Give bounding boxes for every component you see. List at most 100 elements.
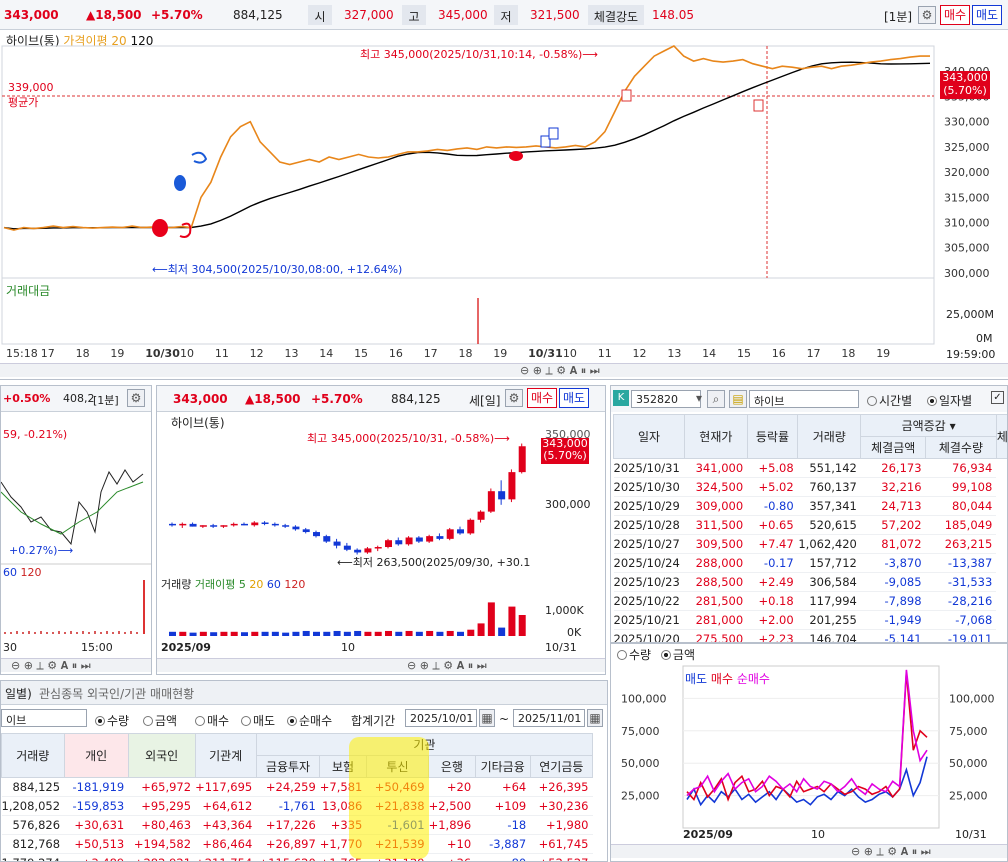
code-dropdown-icon[interactable]: ▾ bbox=[695, 391, 703, 405]
left-chart-note: 59, -0.21%) bbox=[3, 428, 68, 441]
current-price: 343,000 bbox=[4, 8, 59, 22]
radio-sell[interactable]: 매도 bbox=[241, 712, 275, 729]
calendar-icon-to[interactable]: ▦ bbox=[587, 709, 603, 727]
table-row[interactable]: 2025/10/31 341,000 +5.08 551,142 26,173 76,93… bbox=[613, 458, 1008, 478]
main-chart-scrollbar[interactable]: ⊖ ⊕ ⟂ ⚙ 𝐀 ⏸ ⏭ bbox=[0, 363, 1008, 377]
radio-flow-qty[interactable]: 수량 bbox=[617, 648, 651, 662]
table-row[interactable]: 1,779,274+3,489+282,921+211,754+115,620+… bbox=[1, 853, 593, 861]
daily-legend: 하이브(통) bbox=[171, 416, 225, 430]
table-row[interactable]: 812,768 +50,513 +194,582 +86,464 +26,897 +1,7… bbox=[1, 834, 593, 854]
table-cell: 551,142 bbox=[797, 458, 861, 478]
table-row[interactable]: 2025/10/20 275,500 +2.23 146,704 -5,141 -19,0… bbox=[613, 629, 1008, 642]
candle-body bbox=[426, 536, 434, 542]
table-row[interactable]: 2025/10/24 288,000 -0.17 157,712 -3,870 -13,3… bbox=[613, 553, 1008, 573]
table-row[interactable]: 2025/10/27 309,500 +7.47 1,062,420 81,072 263… bbox=[613, 534, 1008, 554]
table-row[interactable]: 2025/10/23 288,500 +2.49 306,584 -9,085 -31,5… bbox=[613, 572, 1008, 592]
col-rate[interactable]: 등락률 bbox=[746, 414, 799, 459]
table-cell: +61,745 bbox=[530, 834, 593, 854]
checkbox[interactable]: ✓ bbox=[991, 391, 1004, 404]
radio-buy[interactable]: 매수 bbox=[195, 712, 229, 729]
price-chart-svg[interactable]: 340,000335,000330,000325,000320,000315,0… bbox=[0, 30, 1008, 380]
table-cell: 2025/10/27 bbox=[613, 534, 685, 554]
col-dropdown[interactable]: 금액증감 ▾ bbox=[860, 414, 997, 437]
daily-interval[interactable]: 세[일] bbox=[469, 394, 501, 408]
table-cell: 201,255 bbox=[797, 610, 861, 630]
flow-toolbar-icons[interactable]: ⊖ ⊕ ⟂ ⚙ 𝐀 ⏸ ⏭ bbox=[851, 845, 931, 858]
left-chart-gear-icon[interactable]: ⚙ bbox=[127, 389, 145, 407]
table-row[interactable]: 2025/10/30 324,500 +5.02 760,137 32,216 99,10… bbox=[613, 477, 1008, 497]
left-chart-interval[interactable]: [1분] bbox=[93, 394, 119, 407]
daily-gear-icon[interactable]: ⚙ bbox=[505, 389, 523, 407]
calendar-icon-from[interactable]: ▦ bbox=[479, 709, 495, 727]
daily-scrollbar[interactable]: ⊖ ⊕ ⟂ ⚙ 𝐀 ⏸ ⏭ bbox=[157, 658, 605, 672]
table-cell: 760,137 bbox=[797, 477, 861, 497]
col-foreign[interactable]: 외국인 bbox=[127, 733, 196, 778]
volume-bar bbox=[477, 623, 485, 636]
date-to-input[interactable]: 2025/11/01 bbox=[513, 709, 585, 727]
daily-buy-button[interactable]: 매수 bbox=[527, 388, 557, 408]
buy-button[interactable]: 매수 bbox=[940, 5, 970, 25]
daily-candle-svg[interactable] bbox=[159, 426, 539, 566]
volume-bar bbox=[467, 629, 475, 636]
radio-flow-amt[interactable]: 금액 bbox=[660, 648, 695, 662]
daily-sell-button[interactable]: 매도 bbox=[559, 388, 589, 408]
table-cell: -7,898 bbox=[860, 591, 926, 611]
y-tick-label-right: 50,000 bbox=[949, 757, 988, 770]
daily-volume-svg[interactable] bbox=[159, 590, 539, 640]
y-tick-label-left: 50,000 bbox=[621, 757, 660, 770]
radio-net[interactable]: 순매수 bbox=[287, 712, 332, 729]
stock-code-field[interactable]: 이브 bbox=[1, 709, 87, 727]
radio-day[interactable]: 일자별 bbox=[927, 392, 972, 409]
col-fin-invest[interactable]: 금융투자 bbox=[255, 755, 321, 778]
col-inst-total[interactable]: 기관계 bbox=[194, 733, 257, 778]
daily-toolbar-icons[interactable]: ⊖ ⊕ ⟂ ⚙ 𝐀 ⏸ ⏭ bbox=[407, 659, 487, 672]
stock-code-input[interactable]: 352820 bbox=[631, 390, 701, 408]
table-row[interactable]: 884,125 -181,919 +65,972 +117,695 +24,259 +7,… bbox=[1, 777, 593, 797]
col-date[interactable]: 일자 bbox=[612, 414, 686, 459]
col-bank[interactable]: 은행 bbox=[428, 755, 476, 778]
col-amount[interactable]: 체결금액 bbox=[860, 436, 927, 459]
daily-price-tag: 343,000 (5.70%) bbox=[541, 438, 589, 464]
interval-selector[interactable]: [1분] bbox=[884, 10, 913, 24]
col-other-fin[interactable]: 기타금융 bbox=[474, 755, 531, 778]
legend-ma-20: 가격이평 20 bbox=[63, 34, 127, 48]
table-row[interactable]: 2025/10/21 281,000 +2.00 201,255 -1,949 -7,06… bbox=[613, 610, 1008, 630]
folder-icon[interactable]: ▤ bbox=[729, 390, 747, 408]
left-chart-toolbar-icons[interactable]: ⊖ ⊕ ⟂ ⚙ 𝐀 ⏸ ⏭ bbox=[11, 659, 91, 672]
chart-toolbar-icons[interactable]: ⊖ ⊕ ⟂ ⚙ 𝐀 ⏸ ⏭ bbox=[520, 364, 600, 377]
flow-scrollbar[interactable]: ⊖ ⊕ ⟂ ⚙ 𝐀 ⏸ ⏭ bbox=[611, 844, 1007, 858]
table-row[interactable]: 2025/10/22 281,500 +0.18 117,994 -7,898 -28,2… bbox=[613, 591, 1008, 611]
col-extra[interactable]: 체 bbox=[995, 414, 1007, 459]
table-row[interactable]: 2025/10/28 311,500 +0.65 520,615 57,202 185,0… bbox=[613, 515, 1008, 535]
sell-button[interactable]: 매도 bbox=[972, 5, 1002, 25]
high-price: 345,000 bbox=[438, 8, 488, 22]
tab-watchlist-flow[interactable]: 관심종목 외국인/기관 매매현황 bbox=[39, 687, 195, 701]
col-price[interactable]: 현재가 bbox=[684, 414, 748, 459]
table-row[interactable]: 2025/10/29 309,000 -0.80 357,341 24,713 80,04… bbox=[613, 496, 1008, 516]
col-pension[interactable]: 연기금등 bbox=[529, 755, 594, 778]
time-readout: 19:59:00 bbox=[946, 348, 996, 361]
radio-time[interactable]: 시간별 bbox=[867, 392, 912, 409]
col-volume[interactable]: 거래량 bbox=[797, 414, 862, 459]
radio-amt[interactable]: 금액 bbox=[143, 712, 177, 729]
left-chart-scrollbar[interactable]: ⊖ ⊕ ⟂ ⚙ 𝐀 ⏸ ⏭ bbox=[1, 658, 151, 672]
table-cell: +10 bbox=[428, 834, 476, 854]
right-daily-table-panel: K 352820 ▾ ⌕ ▤ 하이브 시간별 일자별 ✓ 일자 현재가 등락률 … bbox=[610, 385, 1008, 643]
table-cell: +282,921 bbox=[128, 853, 196, 861]
radio-qty[interactable]: 수량 bbox=[95, 712, 129, 729]
col-volume-h[interactable]: 거래량 bbox=[1, 733, 65, 778]
search-icon[interactable]: ⌕ bbox=[707, 390, 725, 408]
table-cell: +52,527 bbox=[530, 853, 593, 861]
flow-chart-svg[interactable]: 100,000 100,000 75,000 75,000 50,000 50,000 25… bbox=[611, 644, 1008, 862]
table-row[interactable]: 576,826+30,631+80,463+43,364+17,226+335-… bbox=[1, 815, 593, 835]
col-qty[interactable]: 체결수량 bbox=[925, 436, 997, 459]
tab-daily[interactable]: 일별) bbox=[5, 687, 32, 701]
highlight-marker bbox=[349, 737, 429, 859]
stock-name-field: 하이브 bbox=[749, 390, 859, 408]
settings-gear-icon[interactable]: ⚙ bbox=[918, 6, 936, 24]
date-from-input[interactable]: 2025/10/01 bbox=[405, 709, 477, 727]
col-individual[interactable]: 개인 bbox=[63, 733, 129, 778]
left-chart-svg[interactable] bbox=[1, 412, 151, 652]
current-price-tag-value: 343,000 bbox=[942, 71, 988, 84]
table-row[interactable]: 1,208,052 -159,853 +95,295 +64,612 -1,761 13,… bbox=[1, 796, 593, 816]
